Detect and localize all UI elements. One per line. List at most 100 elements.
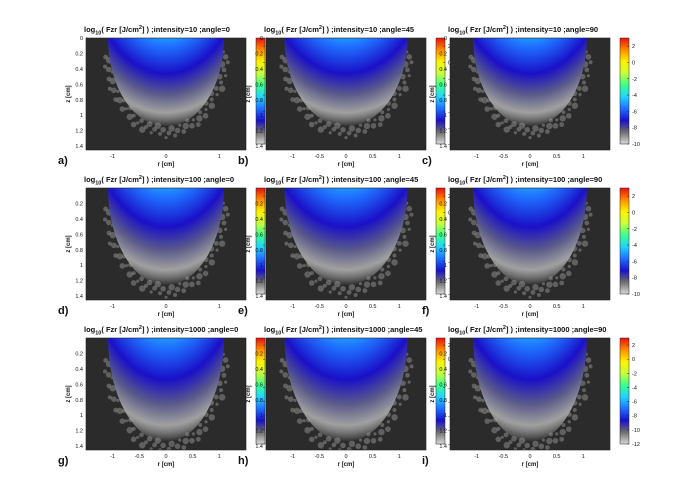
plume-fringe — [174, 443, 181, 450]
plume-fringe — [385, 426, 391, 432]
plume-fringe — [106, 76, 112, 82]
plume-fringe — [561, 110, 566, 115]
y-axis-label: z [cm] — [246, 385, 252, 402]
plume-fringe — [218, 394, 226, 401]
panel-title: log10( Fzr [J/cm2] ) ;intensity=10 ;angl… — [448, 25, 598, 37]
fluence-plume — [473, 338, 587, 442]
plume-fringe — [113, 97, 119, 103]
plume-fringe — [537, 450, 541, 454]
plume-fringe — [565, 426, 572, 432]
plume-fringe — [546, 437, 553, 445]
x-tick-label: 0 — [164, 304, 167, 310]
plume-fringe — [283, 76, 288, 82]
colorbar-tick-label: -2 — [632, 227, 637, 233]
x-tick-label: -0.5 — [315, 154, 324, 160]
plume-fringe — [578, 248, 582, 252]
plume-fringe — [219, 80, 224, 85]
plume-fringe — [567, 264, 571, 269]
plume-fringe — [476, 396, 482, 402]
panel-title: log10( Fzr [J/cm2] ) ;intensity=100 ;ang… — [264, 175, 418, 187]
plume-fringe — [213, 240, 219, 246]
plume-fringe — [398, 248, 402, 252]
colorbar-tick-label: -6 — [632, 109, 637, 115]
plume-fringe — [284, 86, 289, 91]
plume-fringe — [178, 438, 182, 442]
plume-fringe — [191, 432, 195, 436]
colorbar-tick-label: -8 — [632, 276, 637, 282]
y-tick-label: 0.2 — [439, 201, 447, 207]
y-tick-label: 1 — [444, 263, 447, 269]
y-tick-label: 0.8 — [439, 98, 447, 104]
plume-fringe — [559, 122, 565, 127]
plume-fringe — [353, 133, 358, 138]
plume-fringe — [532, 440, 539, 448]
y-axis-label: z [cm] — [430, 385, 436, 402]
plume-fringe — [380, 267, 385, 272]
plume-fringe — [405, 220, 410, 226]
y-tick-label: 0.2 — [255, 201, 263, 207]
plume-fringe — [578, 402, 582, 406]
plume-fringe — [290, 253, 296, 259]
plume-fringe — [500, 435, 504, 439]
plume-fringe — [222, 54, 229, 60]
plume-fringe — [308, 280, 315, 286]
y-tick-label: 0.8 — [75, 398, 83, 404]
plume-fringe — [392, 253, 397, 258]
y-tick-label: 1 — [260, 263, 263, 269]
y-tick-label: 0.6 — [439, 82, 447, 88]
fluence-plume — [284, 188, 408, 286]
colorbar-tick-label: -10 — [632, 142, 640, 148]
plume-fringe — [139, 285, 146, 292]
plume-fringe — [287, 396, 294, 402]
plume-fringe — [571, 102, 579, 109]
plume-fringe — [405, 372, 410, 378]
plume-fringe — [152, 285, 157, 291]
fluence-plume — [284, 38, 408, 127]
y-tick-label: 0.8 — [439, 398, 447, 404]
plume-fringe — [584, 220, 590, 226]
plume-fringe — [407, 74, 411, 78]
colorbar-tick-label: 2 — [448, 343, 451, 349]
plume-fringe — [202, 270, 209, 277]
plume-fringe — [559, 428, 566, 436]
plume-fringe — [173, 293, 178, 298]
plume-fringe — [213, 86, 219, 91]
plume-fringe — [386, 420, 391, 424]
plume-fringe — [158, 131, 163, 136]
plume-fringe — [144, 283, 149, 288]
plume-fringe — [555, 276, 559, 280]
y-axis-label: z [cm] — [66, 85, 72, 102]
plume-fringe — [144, 440, 149, 445]
plume-fringe — [468, 206, 474, 212]
plume-fringe — [468, 357, 474, 363]
y-tick-label: 1 — [444, 113, 447, 119]
plume-fringe — [198, 422, 203, 427]
colorbar — [619, 187, 630, 295]
plume-fringe — [109, 385, 117, 392]
panel-g: log10( Fzr [J/cm2] ) ;intensity=1000 ;an… — [58, 325, 276, 468]
plume-fringe — [124, 107, 129, 111]
plume-fringe — [337, 448, 342, 450]
x-tick-label: 0 — [344, 304, 347, 310]
plume-fringe — [308, 121, 315, 128]
plume-fringe — [168, 283, 175, 291]
plume-fringe — [567, 107, 571, 112]
plume-fringe — [322, 283, 327, 288]
panel-letter: d) — [58, 305, 69, 317]
plume-fringe — [106, 383, 112, 389]
plume-fringe — [572, 407, 577, 412]
plume-fringe — [538, 286, 545, 293]
plume-fringe — [355, 127, 362, 134]
plume-fringe — [139, 442, 146, 449]
panel-h: log10( Fzr [J/cm2] ) ;intensity=1000 ;an… — [238, 325, 456, 468]
plume-fringe — [481, 407, 488, 415]
x-tick-label: -0.5 — [499, 454, 508, 460]
plume-fringe — [189, 281, 195, 288]
y-tick-label: 0.8 — [255, 248, 263, 254]
y-tick-label: 1.2 — [255, 279, 263, 285]
y-tick-label: 1.2 — [75, 279, 83, 285]
y-tick-label: 0.4 — [255, 367, 263, 373]
y-tick-label: 0.6 — [75, 232, 83, 238]
plume-fringe — [355, 286, 362, 293]
y-tick-label: 0.6 — [75, 82, 83, 88]
